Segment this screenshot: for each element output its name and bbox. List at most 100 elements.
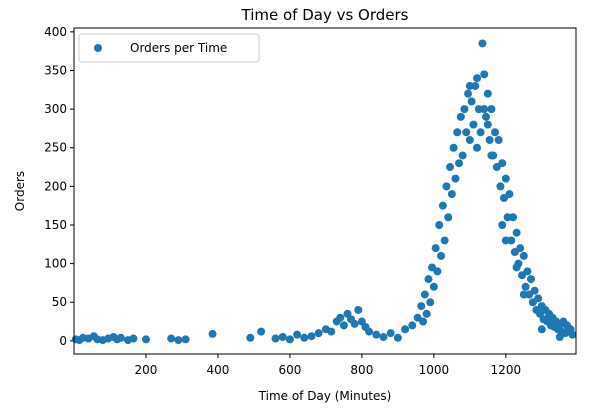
point bbox=[437, 251, 446, 260]
point bbox=[246, 333, 255, 342]
y-tick-label: 150 bbox=[44, 218, 67, 232]
point bbox=[327, 327, 336, 336]
point bbox=[285, 335, 294, 344]
legend-marker bbox=[94, 44, 102, 52]
point bbox=[417, 302, 426, 311]
point bbox=[478, 39, 487, 48]
point bbox=[512, 263, 521, 272]
x-tick-label: 400 bbox=[206, 363, 229, 377]
point bbox=[339, 321, 348, 330]
point bbox=[129, 334, 138, 343]
point bbox=[498, 159, 507, 168]
point bbox=[465, 136, 474, 145]
point bbox=[426, 298, 435, 307]
point bbox=[464, 89, 473, 98]
point bbox=[435, 220, 444, 229]
point bbox=[521, 282, 530, 291]
point bbox=[307, 332, 316, 341]
point bbox=[167, 334, 176, 343]
point bbox=[483, 89, 492, 98]
legend-label: Orders per Time bbox=[130, 41, 227, 55]
x-tick-label: 800 bbox=[350, 363, 373, 377]
y-tick-label: 0 bbox=[59, 334, 67, 348]
point bbox=[314, 329, 323, 338]
point bbox=[494, 136, 503, 145]
point bbox=[487, 105, 496, 114]
point bbox=[393, 333, 402, 342]
point bbox=[431, 244, 440, 253]
point bbox=[208, 329, 217, 338]
point bbox=[519, 251, 528, 260]
point bbox=[278, 333, 287, 342]
x-tick-label: 600 bbox=[278, 363, 301, 377]
point bbox=[487, 151, 496, 160]
point bbox=[442, 182, 451, 191]
point bbox=[181, 335, 190, 344]
point bbox=[365, 327, 374, 336]
point bbox=[467, 97, 476, 106]
point bbox=[336, 313, 345, 322]
y-tick-label: 400 bbox=[44, 25, 67, 39]
point bbox=[476, 128, 485, 137]
point bbox=[498, 220, 507, 229]
point bbox=[555, 333, 564, 342]
point bbox=[519, 290, 528, 299]
point bbox=[473, 143, 482, 152]
point bbox=[566, 325, 575, 334]
point bbox=[449, 143, 458, 152]
point bbox=[424, 275, 433, 284]
y-tick-label: 300 bbox=[44, 102, 67, 116]
point bbox=[516, 244, 525, 253]
point bbox=[530, 286, 539, 295]
point bbox=[354, 305, 363, 314]
x-axis-label: Time of Day (Minutes) bbox=[258, 389, 392, 403]
point bbox=[480, 70, 489, 79]
point bbox=[512, 228, 521, 237]
x-tick-label: 200 bbox=[135, 363, 158, 377]
point bbox=[523, 267, 532, 276]
y-tick-label: 250 bbox=[44, 141, 67, 155]
point bbox=[473, 74, 482, 83]
point bbox=[372, 330, 381, 339]
point bbox=[386, 329, 395, 338]
chart-title: Time of Day vs Orders bbox=[241, 6, 409, 24]
point bbox=[462, 128, 471, 137]
point bbox=[300, 333, 309, 342]
point bbox=[453, 128, 462, 137]
point bbox=[501, 236, 510, 245]
plot-frame bbox=[73, 27, 577, 355]
point bbox=[496, 182, 505, 191]
y-tick-label: 200 bbox=[44, 179, 67, 193]
point bbox=[483, 120, 492, 129]
x-tick-label: 1000 bbox=[419, 363, 450, 377]
point bbox=[527, 275, 536, 284]
point bbox=[271, 334, 280, 343]
point bbox=[465, 81, 474, 90]
point bbox=[433, 267, 442, 276]
point bbox=[501, 174, 510, 183]
point bbox=[420, 290, 429, 299]
point bbox=[505, 190, 514, 199]
point bbox=[257, 327, 266, 336]
point bbox=[469, 120, 478, 129]
point bbox=[446, 163, 455, 172]
point bbox=[480, 105, 489, 114]
point bbox=[293, 330, 302, 339]
point bbox=[350, 319, 359, 328]
y-axis-label: Orders bbox=[13, 171, 27, 211]
point bbox=[447, 190, 456, 199]
point bbox=[116, 333, 125, 342]
point bbox=[509, 213, 518, 222]
point bbox=[537, 325, 546, 334]
point bbox=[408, 321, 417, 330]
point bbox=[455, 159, 464, 168]
point bbox=[460, 105, 469, 114]
point bbox=[451, 174, 460, 183]
point bbox=[141, 335, 150, 344]
x-tick-label: 1200 bbox=[491, 363, 522, 377]
point bbox=[534, 294, 543, 303]
y-tick-label: 50 bbox=[52, 295, 67, 309]
point bbox=[458, 151, 467, 160]
point bbox=[440, 236, 449, 245]
